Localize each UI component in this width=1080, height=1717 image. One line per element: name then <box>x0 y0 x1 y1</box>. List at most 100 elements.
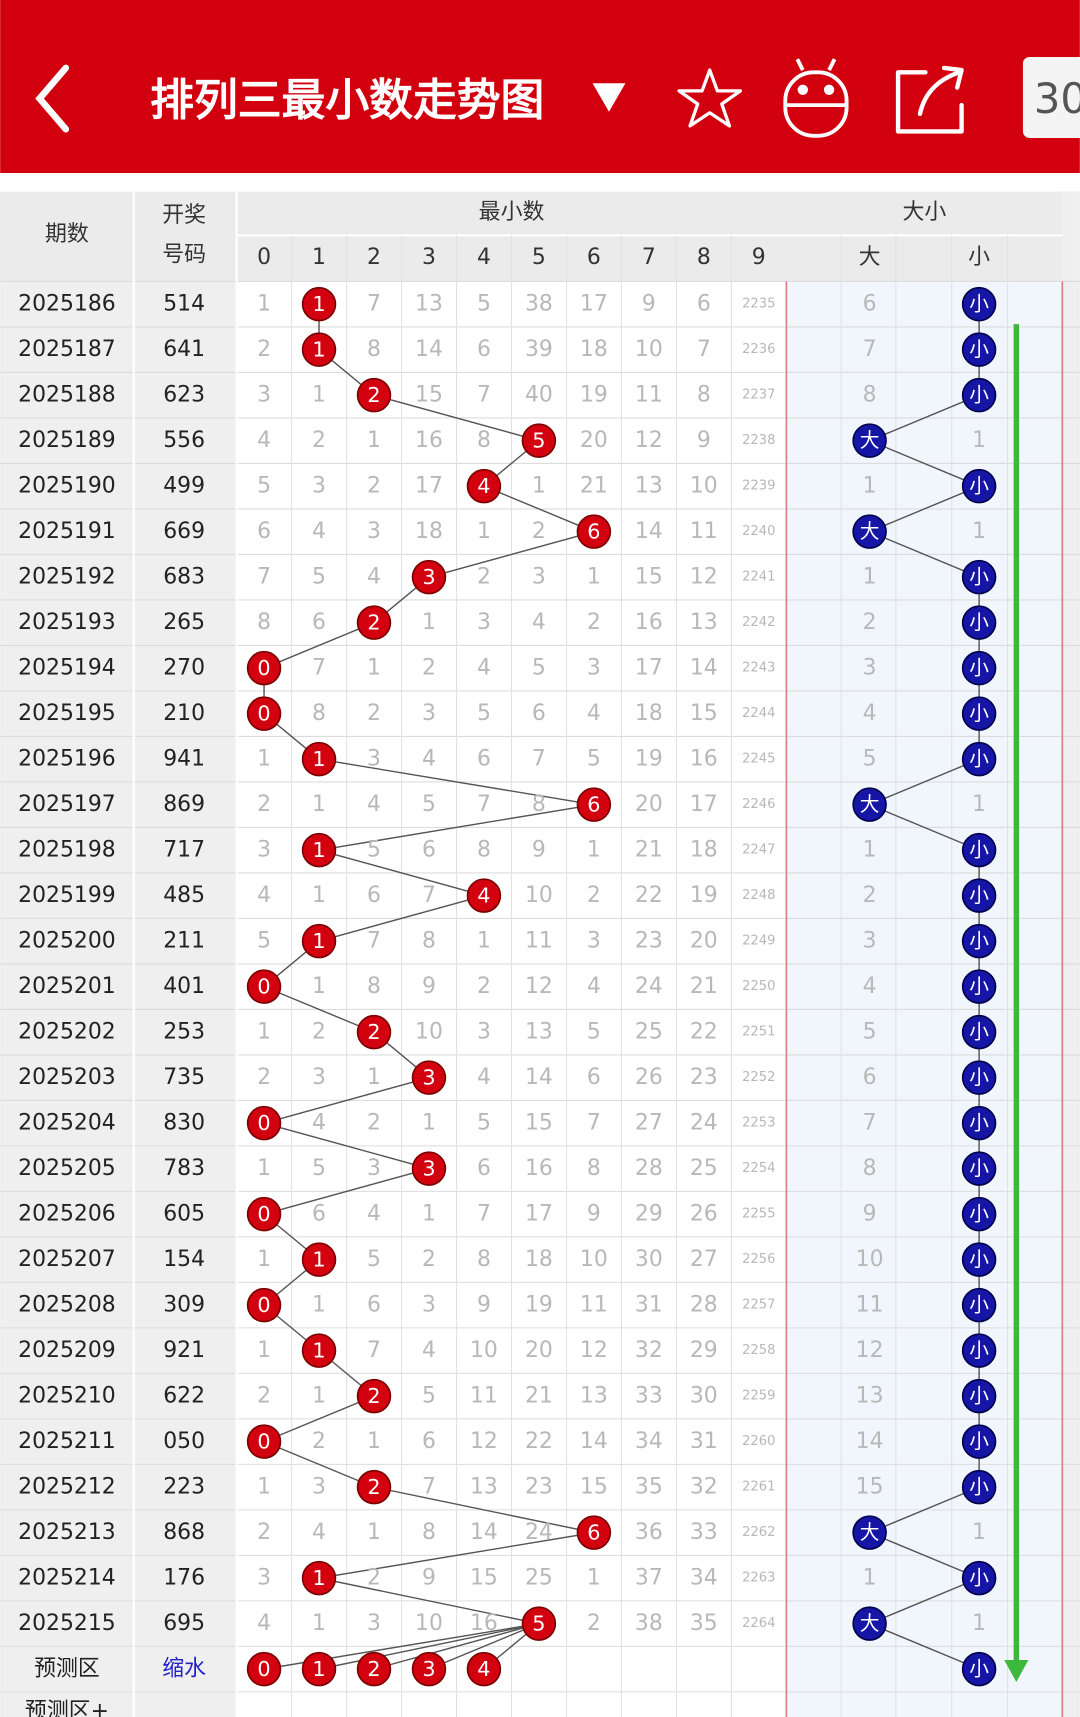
min-trend-line <box>318 803 594 851</box>
prediction-filter[interactable]: 缩水 <box>162 1657 206 1682</box>
hit-ball <box>356 377 392 413</box>
omission: 2 <box>312 1020 326 1045</box>
omission: 23 <box>690 1065 718 1090</box>
draw-number: 641 <box>163 337 205 362</box>
period-button[interactable] <box>1022 56 1080 138</box>
omission: 2243 <box>742 661 775 676</box>
omission: 6 <box>257 519 271 544</box>
size-mark: 小 <box>969 1203 989 1226</box>
omission: 7 <box>477 792 491 817</box>
omission: 5 <box>422 1384 436 1409</box>
omission: 25 <box>525 1566 553 1591</box>
hit-ball <box>521 1606 557 1641</box>
omission: 27 <box>690 1247 718 1272</box>
size-ball <box>961 1105 997 1141</box>
omission: 14 <box>525 1065 553 1090</box>
size-ball <box>852 423 887 458</box>
omission: 23 <box>635 929 663 954</box>
omission: 1 <box>312 792 326 817</box>
size-ball <box>961 969 997 1004</box>
omission: 2235 <box>742 297 775 312</box>
omission: 11 <box>856 1293 884 1318</box>
title-dropdown[interactable] <box>592 83 626 112</box>
omission: 5 <box>477 701 491 726</box>
omission: 1 <box>257 1156 271 1181</box>
omission: 13 <box>690 610 718 635</box>
omission: 1 <box>257 747 271 772</box>
omission: 3 <box>257 838 271 863</box>
omission: 2 <box>863 883 877 908</box>
omission: 11 <box>635 383 663 408</box>
omission: 21 <box>525 1384 553 1409</box>
omission: 1 <box>257 1020 271 1045</box>
omission: 29 <box>690 1338 718 1363</box>
omission: 3 <box>257 383 271 408</box>
omission: 2 <box>257 792 271 817</box>
omission: 15 <box>856 1475 884 1500</box>
draw-number: 622 <box>163 1384 205 1409</box>
period-button-label[interactable]: 30 <box>1034 74 1080 123</box>
size-mark: 小 <box>969 566 989 589</box>
omission: 4 <box>422 747 436 772</box>
omission: 5 <box>587 747 601 772</box>
hit-ball <box>246 1287 282 1323</box>
omission: 14 <box>856 1429 884 1454</box>
size-ball <box>961 1333 997 1368</box>
omission: 1 <box>312 1384 326 1409</box>
omission: 4 <box>257 428 271 453</box>
page-title[interactable]: 排列三最小数走势图 <box>150 75 544 126</box>
omission: 20 <box>690 929 718 954</box>
omission: 11 <box>525 929 553 954</box>
hit-number: 2 <box>367 611 380 635</box>
size-trend-line <box>869 1486 980 1534</box>
hit-number: 2 <box>367 383 380 407</box>
omission: 5 <box>257 929 271 954</box>
size-ball <box>961 923 997 959</box>
omission: 15 <box>470 1566 498 1591</box>
omission: 5 <box>257 474 271 499</box>
draw-number: 921 <box>163 1338 205 1363</box>
issue: 2025204 <box>18 1111 115 1136</box>
issue: 2025187 <box>18 337 115 362</box>
issue: 2025192 <box>18 565 115 590</box>
hit-ball <box>301 741 337 777</box>
size-mark: 小 <box>969 839 989 862</box>
favorite-button[interactable] <box>677 68 743 128</box>
omission: 15 <box>690 701 718 726</box>
omission: 17 <box>690 792 718 817</box>
omission: 3 <box>532 565 546 590</box>
hit-number: 0 <box>257 656 270 680</box>
min-trend-line <box>263 1122 430 1170</box>
size-header: 大 <box>859 245 881 270</box>
omission: 15 <box>415 383 443 408</box>
omission: 1 <box>312 974 326 999</box>
back-button[interactable] <box>35 64 70 133</box>
omission: 9 <box>863 1202 877 1227</box>
omission: 4 <box>587 701 601 726</box>
trend-table: 期数开奖号码最小数 大小0 1 2 3 4 5 6 7 8 9 大小2025186 514 1 1 7 13 5 3… <box>0 191 1080 1717</box>
hit-ball <box>576 787 612 822</box>
size-trend-line <box>869 803 980 851</box>
size-ball <box>961 1424 997 1459</box>
omission: 24 <box>635 974 663 999</box>
draw-number: 605 <box>163 1202 205 1227</box>
omission: 5 <box>312 565 326 590</box>
size-mark: 小 <box>969 1157 989 1180</box>
issue: 2025194 <box>18 656 115 681</box>
size-mark: 小 <box>969 748 989 771</box>
omission: 33 <box>635 1384 663 1409</box>
omission: 2264 <box>742 1616 775 1631</box>
share-button[interactable] <box>895 65 964 134</box>
omission: 19 <box>690 883 718 908</box>
robot-button[interactable] <box>783 58 849 138</box>
digit-header: 0 <box>257 245 271 270</box>
omission: 2262 <box>742 1525 775 1540</box>
omission: 9 <box>532 838 546 863</box>
omission: 1 <box>422 1111 436 1136</box>
size-trend-line <box>869 531 980 578</box>
size-mark: 小 <box>969 1385 989 1408</box>
hit-ball <box>356 1469 392 1505</box>
size-mark: 小 <box>969 1339 989 1362</box>
omission: 2249 <box>742 934 775 949</box>
